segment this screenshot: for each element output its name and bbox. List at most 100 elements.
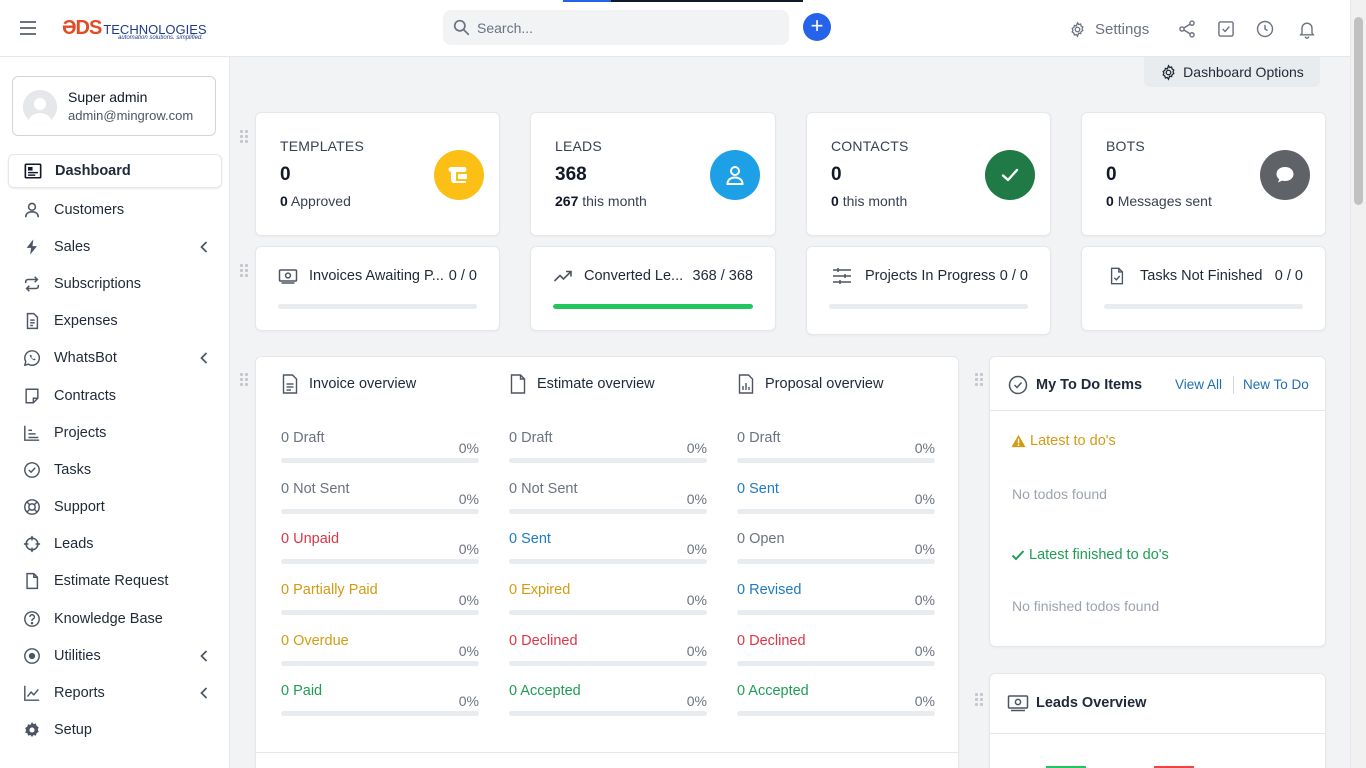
gear-icon xyxy=(1162,63,1175,81)
overview-row[interactable]: 0 Not Sent 0% xyxy=(509,481,707,521)
overview-row[interactable]: 0 Partially Paid 0% xyxy=(281,582,479,622)
legend-swatch xyxy=(1154,766,1194,768)
user-profile-card[interactable]: Super admin admin@mingrow.com xyxy=(12,76,216,136)
drag-handle-icon[interactable] xyxy=(240,264,248,277)
settings-button[interactable]: Settings xyxy=(1069,19,1149,39)
gear-icon xyxy=(1071,20,1084,38)
stat-title: TEMPLATES xyxy=(280,138,365,154)
sidebar-item-tasks[interactable]: Tasks xyxy=(0,451,230,488)
progress-card-converted-leads[interactable]: Converted Le... 368 / 368 xyxy=(530,246,776,331)
bolt-icon xyxy=(26,239,37,255)
sidebar-item-dashboard[interactable]: Dashboard xyxy=(8,154,222,188)
sidebar-item-label: Dashboard xyxy=(55,163,131,179)
sidebar-item-label: Support xyxy=(54,499,105,516)
search-input[interactable] xyxy=(477,10,777,45)
overview-row[interactable]: 0 Sent 0% xyxy=(737,481,935,521)
view-all-link[interactable]: View All xyxy=(1175,377,1223,392)
contract-icon xyxy=(25,388,39,404)
sidebar-item-support[interactable]: Support xyxy=(0,489,230,526)
overview-row[interactable]: 0 Expired 0% xyxy=(509,582,707,622)
overview-row[interactable]: 0 Paid 0% xyxy=(281,683,479,723)
question-icon xyxy=(24,610,40,627)
progress-value: 0 / 0 xyxy=(1274,268,1303,284)
company-logo[interactable]: ƏDS TECHNOLOGIES automation solutions. si… xyxy=(62,17,207,41)
drag-handle-icon[interactable] xyxy=(240,373,248,386)
task-file-icon xyxy=(1110,267,1124,285)
top-header: ƏDS TECHNOLOGIES automation solutions. si… xyxy=(0,0,1366,57)
sidebar-item-label: Customers xyxy=(54,201,125,218)
sidebar-item-estimate-request[interactable]: Estimate Request xyxy=(0,563,230,600)
proposal-file-icon xyxy=(738,374,754,394)
stat-subtext: 0 Approved xyxy=(280,193,351,209)
file-icon xyxy=(26,313,39,330)
progress-card-tasks[interactable]: Tasks Not Finished 0 / 0 xyxy=(1081,246,1326,331)
sidebar-item-label: Subscriptions xyxy=(54,275,142,292)
progress-label: Projects In Progress xyxy=(865,268,996,284)
stat-card-templates[interactable]: TEMPLATES 0 0 Approved xyxy=(255,112,500,236)
overview-heading: Proposal overview xyxy=(737,374,883,394)
sidebar-item-whatsbot[interactable]: WhatsBot xyxy=(0,340,230,377)
bell-icon[interactable] xyxy=(1297,19,1317,39)
dashboard-options-button[interactable]: Dashboard Options xyxy=(1144,57,1320,87)
overview-row[interactable]: 0 Accepted 0% xyxy=(737,683,935,723)
leads-overview-card: Leads Overview xyxy=(989,673,1326,768)
stat-subtext: 0 this month xyxy=(831,193,908,209)
chevron-left-icon xyxy=(200,352,208,364)
progress-label: Tasks Not Finished xyxy=(1140,268,1263,284)
stat-card-bots[interactable]: BOTS 0 0 Messages sent xyxy=(1081,112,1326,236)
progress-card-projects[interactable]: Projects In Progress 0 / 0 xyxy=(806,246,1051,335)
overview-row[interactable]: 0 Open 0% xyxy=(737,531,935,571)
avatar xyxy=(23,90,57,124)
drag-handle-icon[interactable] xyxy=(240,130,248,143)
progress-value: 0 / 0 xyxy=(448,268,477,284)
overview-row[interactable]: 0 Revised 0% xyxy=(737,582,935,622)
overview-row[interactable]: 0 Overdue 0% xyxy=(281,633,479,673)
overview-row[interactable]: 0 Draft 0% xyxy=(281,430,479,470)
progress-card-invoices[interactable]: Invoices Awaiting P... 0 / 0 xyxy=(255,246,500,331)
scrollbar-thumb[interactable] xyxy=(1354,17,1363,205)
sidebar-item-knowledge-base[interactable]: Knowledge Base xyxy=(0,600,230,637)
template-icon xyxy=(448,166,467,183)
quick-create-button[interactable]: + xyxy=(803,13,831,41)
sidebar-item-label: Tasks xyxy=(54,461,92,478)
overview-row[interactable]: 0 Declined 0% xyxy=(509,633,707,673)
todo-title: My To Do Items xyxy=(1036,377,1143,393)
sidebar-item-sales[interactable]: Sales xyxy=(0,228,230,265)
progress-label: Converted Le... xyxy=(584,268,684,284)
overview-row[interactable]: 0 Unpaid 0% xyxy=(281,531,479,571)
sidebar-item-customers[interactable]: Customers xyxy=(0,191,230,228)
checkbox-icon[interactable] xyxy=(1216,19,1236,39)
stat-icon-circle xyxy=(1260,150,1310,200)
stat-subtext: 267 this month xyxy=(555,193,647,209)
sidebar-item-reports[interactable]: Reports xyxy=(0,674,230,711)
page-scrollbar[interactable] xyxy=(1350,0,1366,768)
check-circle-icon xyxy=(24,461,40,478)
overview-card: Invoice overview 0 Draft 0% 0 Not Sent 0% … xyxy=(255,356,959,768)
sidebar-item-expenses[interactable]: Expenses xyxy=(0,303,230,340)
chevron-left-icon xyxy=(200,650,208,662)
divider xyxy=(1233,376,1234,394)
overview-row[interactable]: 0 Declined 0% xyxy=(737,633,935,673)
stat-card-contacts[interactable]: CONTACTS 0 0 this month xyxy=(806,112,1051,236)
overview-row[interactable]: 0 Not Sent 0% xyxy=(281,481,479,521)
clock-icon[interactable] xyxy=(1255,19,1275,39)
drag-handle-icon[interactable] xyxy=(975,373,983,386)
overview-row[interactable]: 0 Sent 0% xyxy=(509,531,707,571)
sidebar-item-contracts[interactable]: Contracts xyxy=(0,377,230,414)
sidebar-item-subscriptions[interactable]: Subscriptions xyxy=(0,265,230,302)
sidebar-item-setup[interactable]: Setup xyxy=(0,712,230,749)
new-todo-link[interactable]: New To Do xyxy=(1243,377,1309,392)
sidebar-item-leads[interactable]: Leads xyxy=(0,526,230,563)
drag-handle-icon[interactable] xyxy=(975,693,983,706)
sidebar-item-utilities[interactable]: Utilities xyxy=(0,637,230,674)
sidebar-item-projects[interactable]: Projects xyxy=(0,414,230,451)
menu-icon[interactable] xyxy=(20,21,36,35)
share-icon[interactable] xyxy=(1177,19,1197,39)
overview-row[interactable]: 0 Draft 0% xyxy=(509,430,707,470)
stat-card-leads[interactable]: LEADS 368 267 this month xyxy=(530,112,776,236)
overview-heading: Invoice overview xyxy=(281,374,416,394)
overview-row[interactable]: 0 Draft 0% xyxy=(737,430,935,470)
overview-row[interactable]: 0 Accepted 0% xyxy=(509,683,707,723)
progress-bar xyxy=(1104,304,1303,309)
sidebar-item-label: WhatsBot xyxy=(54,350,117,367)
